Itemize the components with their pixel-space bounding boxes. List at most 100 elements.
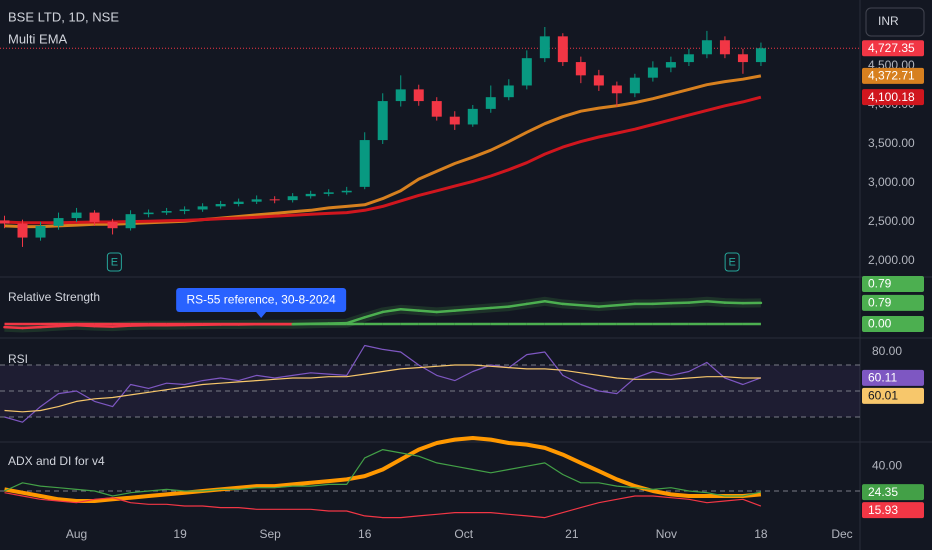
candle-body (197, 206, 208, 210)
x-tick-label: 18 (754, 527, 768, 541)
y-tick-label: 3,000.00 (868, 175, 915, 189)
candle-body (107, 221, 118, 229)
value-badge (862, 276, 924, 292)
value-badge-label: 24.35 (868, 485, 898, 499)
value-badge-label: 4,727.35 (868, 41, 915, 55)
rs-segment (3, 325, 24, 330)
currency-button[interactable] (865, 7, 925, 37)
x-tick-label: 19 (173, 527, 187, 541)
value-badge (862, 294, 924, 311)
rs-segment (687, 300, 709, 304)
rs-segment (579, 304, 601, 308)
candle-body (575, 62, 586, 76)
y-tick-label: 80.00 (872, 344, 902, 358)
candle-body (143, 212, 154, 215)
earnings-label: E (111, 256, 118, 268)
candle-body (557, 36, 568, 63)
candle-body (269, 199, 280, 201)
candle-body (233, 201, 244, 205)
candle-body (467, 108, 478, 125)
x-tick-label: Nov (656, 527, 677, 541)
rs-segment (453, 308, 475, 312)
candle-body (341, 190, 352, 193)
panel-title: RSI (8, 352, 28, 366)
rs-segment (381, 308, 402, 314)
rs-segment (435, 309, 457, 314)
rs-segment (111, 324, 132, 328)
candle-body (161, 211, 172, 213)
rs-segment (57, 324, 78, 328)
candle-body (287, 196, 298, 201)
candle-body (125, 214, 136, 229)
candle-body (449, 116, 460, 125)
x-tick-label: Oct (454, 527, 473, 541)
candle-body (701, 40, 712, 55)
value-badge (862, 67, 924, 84)
rs-segment (399, 308, 420, 312)
candle-body (485, 97, 496, 109)
candle-body (413, 89, 424, 102)
value-badge-label: 0.79 (868, 296, 892, 310)
indicator-line (4, 344, 762, 423)
candle-body (0, 220, 10, 224)
rs-segment (75, 324, 96, 328)
indicator-line (4, 449, 762, 497)
rs-segment (597, 304, 619, 308)
candle-body (683, 54, 694, 63)
rs-segment (525, 300, 547, 306)
chart-title: BSE LTD, 1D, NSE (8, 9, 119, 24)
indicator-line (4, 492, 762, 519)
earnings-marker (106, 252, 122, 272)
annotation-pointer (256, 312, 267, 318)
value-badge-label: 60.11 (868, 371, 897, 385)
candle-body (359, 140, 370, 187)
value-badge-label: 15.93 (868, 503, 898, 517)
candle-body (539, 36, 550, 59)
candle-body (593, 75, 604, 86)
candle-body (377, 101, 388, 141)
x-tick-label: Sep (259, 527, 281, 541)
candle-body (503, 85, 514, 98)
value-badge-label: 60.01 (868, 389, 898, 403)
candle-body (737, 54, 748, 63)
rs-segment (345, 316, 366, 325)
candle-body (35, 225, 46, 238)
panel-title: ADX and DI for v4 (8, 454, 105, 468)
rs-segment (561, 302, 583, 307)
rs-segment (651, 301, 673, 306)
rs-segment (507, 302, 529, 308)
y-tick-label: 0.00 (868, 317, 892, 331)
candle-body (323, 192, 334, 194)
candle-body (431, 101, 442, 117)
rs-segment (39, 324, 60, 329)
value-badge-label: 4,372.71 (868, 69, 915, 83)
candle-body (629, 77, 640, 94)
rs-segment (93, 324, 114, 328)
value-badge-label: 4,100.18 (868, 90, 915, 104)
y-tick-label: 3,500.00 (868, 136, 915, 150)
chart-subtitle: Multi EMA (8, 31, 68, 46)
value-badge (862, 40, 924, 57)
x-tick-label: Aug (66, 527, 87, 541)
x-tick-label: 16 (358, 527, 372, 541)
value-badge (862, 369, 924, 386)
value-badge (862, 387, 924, 404)
candle-body (665, 62, 676, 68)
candle-body (611, 85, 622, 94)
candle-body (17, 223, 28, 238)
candle-body (53, 218, 64, 226)
candle-body (71, 212, 82, 219)
currency-label[interactable]: INR (878, 14, 899, 28)
rs-segment (543, 300, 565, 306)
rs-segment (363, 310, 384, 319)
candle-body (251, 199, 262, 202)
candle-body (647, 67, 658, 78)
value-badge-label: 0.79 (868, 277, 892, 291)
value-badge (862, 484, 924, 501)
annotation-box (176, 288, 347, 312)
y-tick-label: 2,500.00 (868, 214, 915, 228)
y-tick-label: 2,000.00 (868, 253, 915, 267)
value-badge (862, 502, 924, 519)
